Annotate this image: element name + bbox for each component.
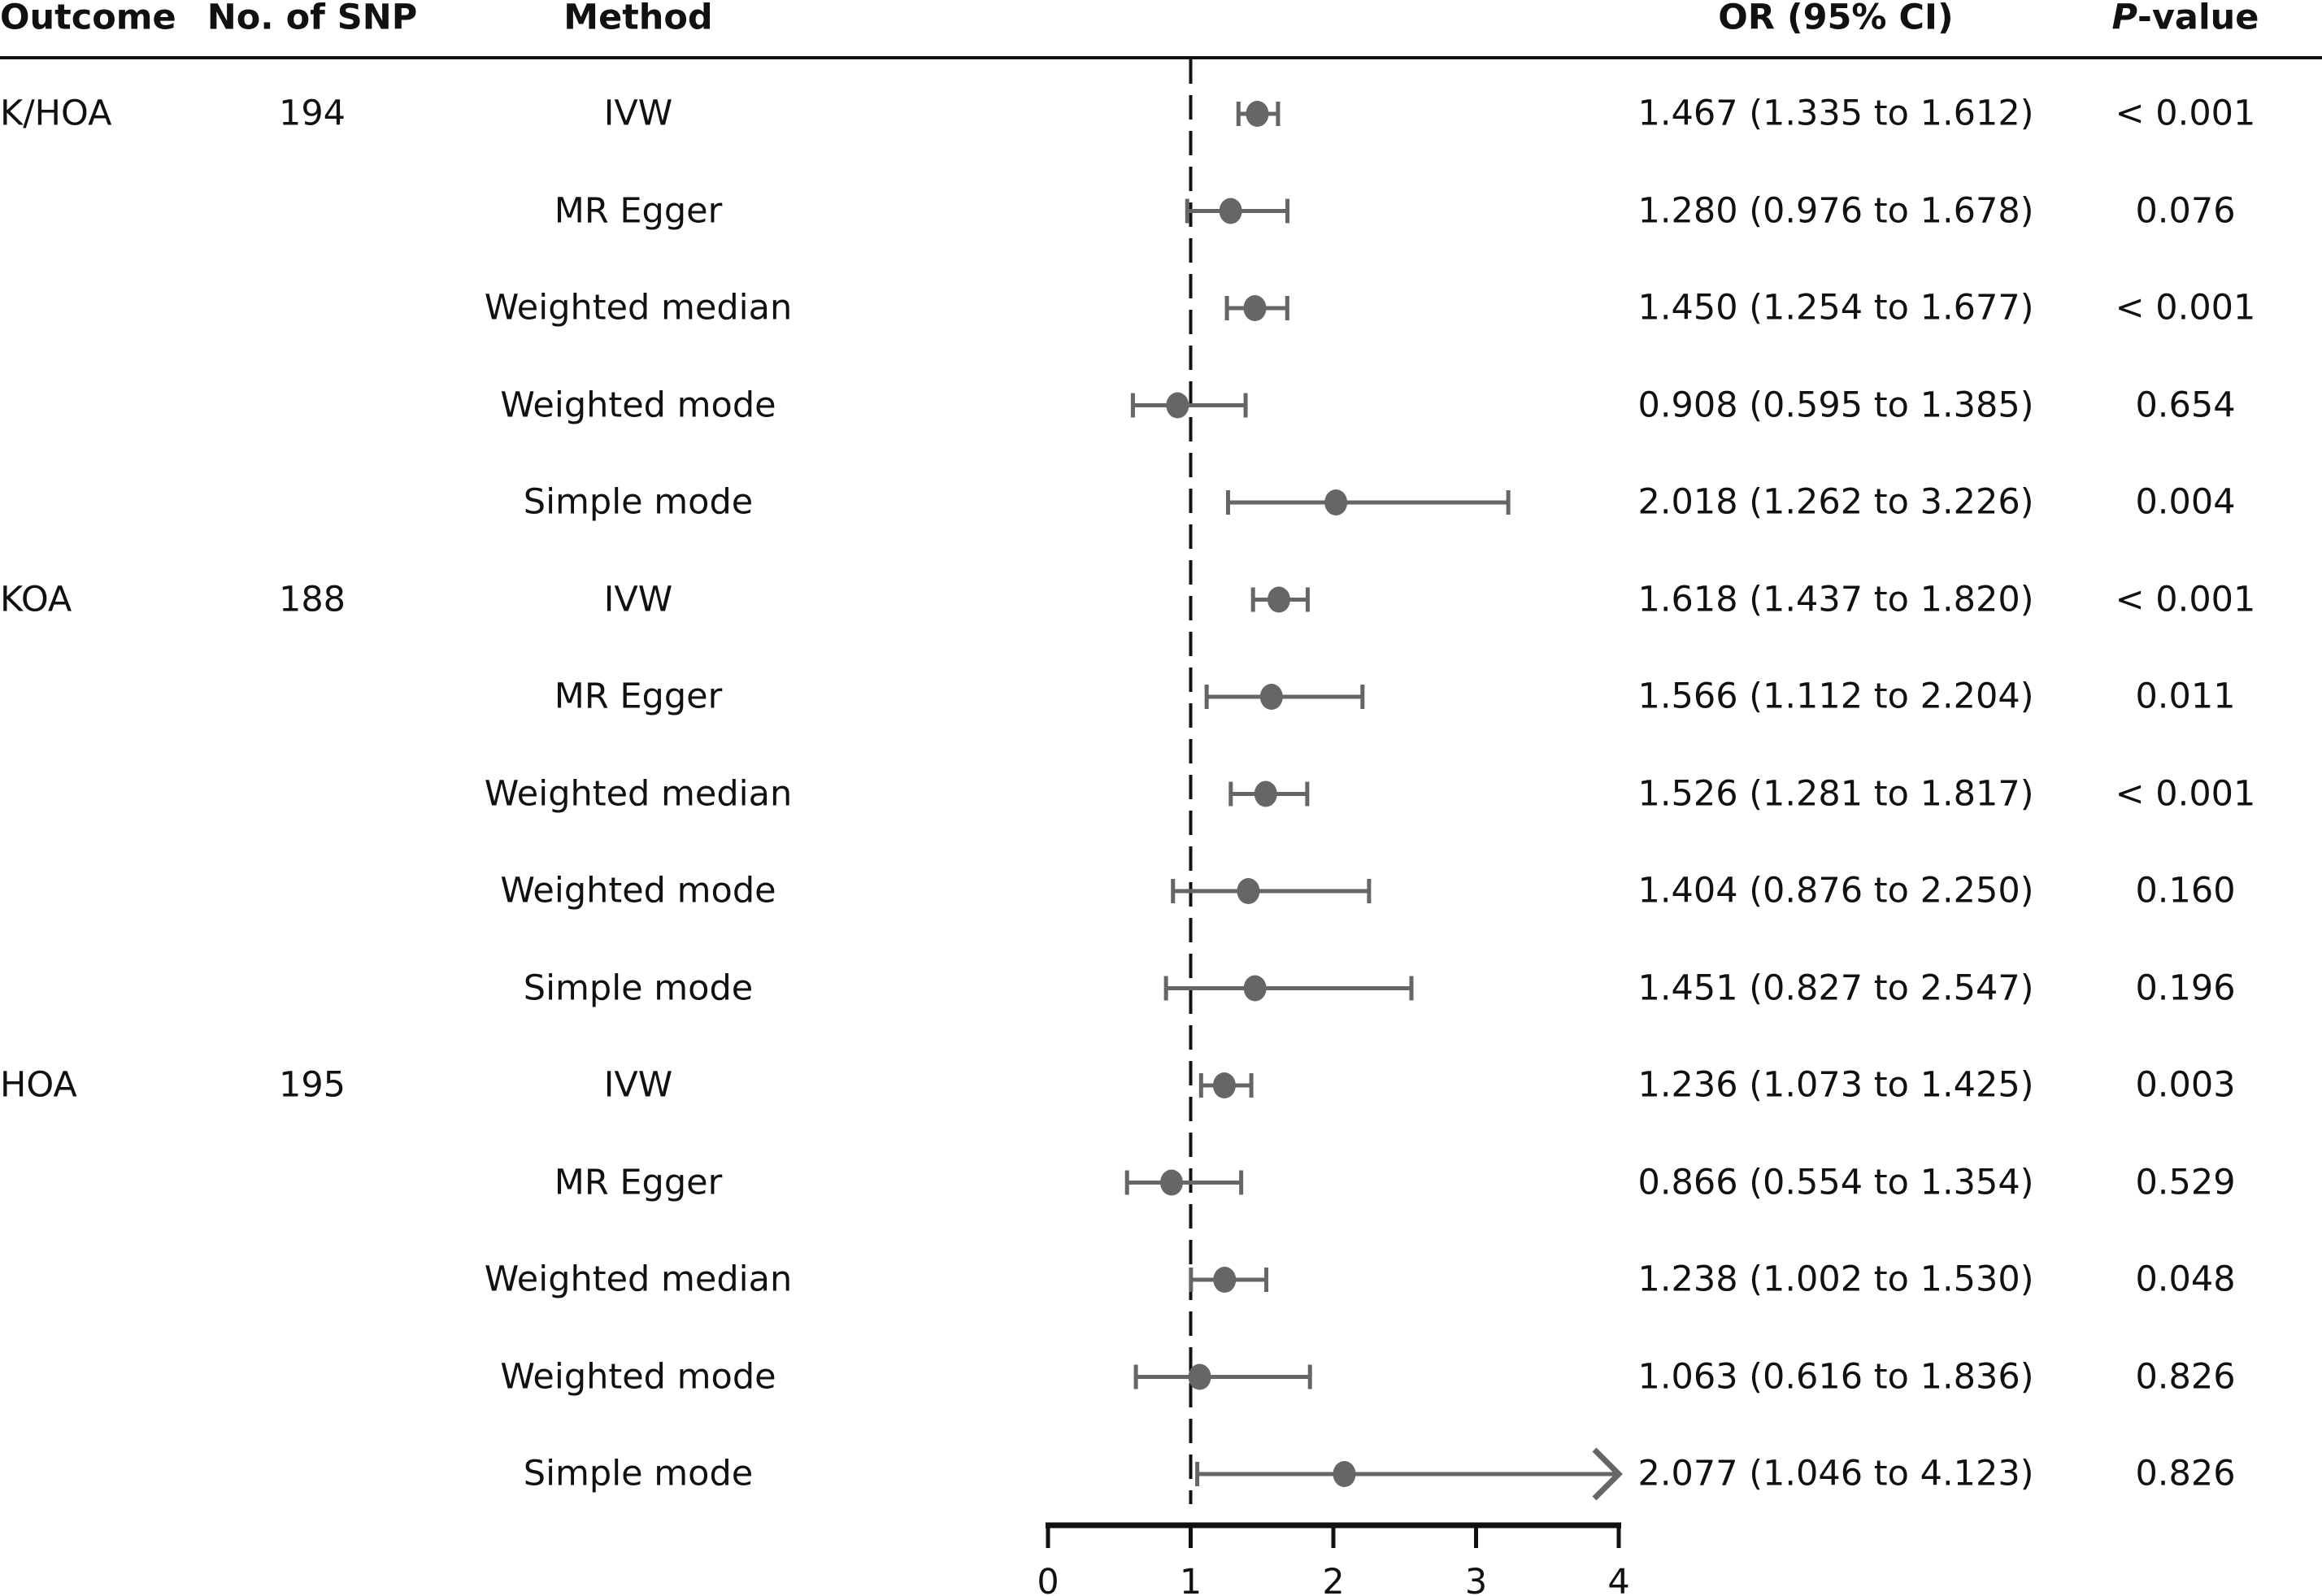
p-value: 0.826 [2135, 1453, 2236, 1494]
p-value: 0.011 [2135, 676, 2236, 717]
point-estimate [1212, 1072, 1236, 1098]
p-value: 0.529 [2135, 1162, 2236, 1202]
outcome-label: K/HOA [0, 93, 112, 134]
method-label: MR Egger [554, 676, 723, 717]
p-value: 0.003 [2135, 1064, 2236, 1106]
or-ci-text: 1.467 (1.335 to 1.612) [1637, 93, 2034, 134]
nsnp-value: 195 [278, 1064, 346, 1106]
x-tick-label: 2 [1322, 1562, 1344, 1596]
header-or: OR (95% CI) [1718, 0, 1954, 38]
x-tick-label: 0 [1037, 1562, 1059, 1596]
or-ci-text: 1.450 (1.254 to 1.677) [1637, 287, 2034, 328]
point-estimate [1259, 684, 1283, 710]
or-ci-text: 1.404 (0.876 to 2.250) [1637, 870, 2034, 911]
outcome-label: HOA [0, 1064, 77, 1106]
method-label: IVW [603, 1064, 673, 1106]
or-ci-text: 0.866 (0.554 to 1.354) [1637, 1162, 2034, 1202]
x-tick-label: 3 [1465, 1562, 1487, 1596]
point-estimate [1166, 392, 1189, 419]
p-value: < 0.001 [2115, 579, 2256, 620]
or-ci-text: 1.236 (1.073 to 1.425) [1637, 1064, 2034, 1106]
header-rule [0, 56, 2322, 59]
point-estimate [1246, 101, 1269, 127]
method-label: Weighted median [484, 773, 793, 814]
method-label: Weighted mode [500, 870, 776, 911]
method-label: Weighted median [484, 287, 793, 328]
or-ci-text: 0.908 (0.595 to 1.385) [1637, 385, 2034, 425]
point-estimate [1333, 1461, 1356, 1487]
p-value: 0.196 [2135, 968, 2236, 1008]
header-nsnp: No. of SNP [207, 0, 418, 38]
p-value: 0.076 [2135, 190, 2236, 231]
method-label: IVW [603, 93, 673, 134]
or-ci-text: 2.077 (1.046 to 4.123) [1637, 1453, 2034, 1494]
header-p-rest: -value [2137, 0, 2259, 38]
method-label: Simple mode [523, 481, 754, 523]
point-estimate [1213, 1267, 1237, 1293]
p-value: < 0.001 [2115, 93, 2256, 134]
header-outcome: Outcome [0, 0, 176, 38]
ci-arrow [1592, 1447, 1623, 1501]
method-label: Weighted mode [500, 385, 776, 425]
or-ci-text: 1.618 (1.437 to 1.820) [1637, 579, 2034, 620]
nsnp-value: 194 [278, 93, 346, 134]
point-estimate [1243, 295, 1267, 321]
p-value: 0.004 [2135, 481, 2236, 523]
p-value: < 0.001 [2115, 773, 2256, 814]
header-method: Method [563, 0, 713, 38]
point-estimate [1159, 1169, 1183, 1196]
p-value: 0.048 [2135, 1259, 2236, 1300]
or-ci-text: 1.280 (0.976 to 1.678) [1637, 190, 2034, 231]
point-estimate [1267, 586, 1290, 613]
p-value: 0.654 [2135, 385, 2236, 425]
method-label: IVW [603, 579, 673, 620]
header-p-italic: P [2111, 0, 2138, 38]
point-estimate [1188, 1363, 1211, 1390]
method-label: Weighted median [484, 1259, 793, 1300]
or-ci-text: 1.238 (1.002 to 1.530) [1637, 1259, 2034, 1300]
outcome-label: KOA [0, 579, 72, 620]
method-label: Weighted mode [500, 1356, 776, 1397]
point-estimate [1237, 878, 1260, 904]
x-tick-label: 4 [1607, 1562, 1629, 1596]
point-estimate [1324, 489, 1348, 515]
method-label: MR Egger [554, 1162, 723, 1202]
p-value: 0.160 [2135, 870, 2236, 911]
or-ci-text: 2.018 (1.262 to 3.226) [1637, 481, 2034, 523]
point-estimate [1219, 198, 1242, 224]
or-ci-text: 1.063 (0.616 to 1.836) [1637, 1356, 2034, 1397]
p-value: 0.826 [2135, 1356, 2236, 1397]
header-pvalue: P-value [2111, 0, 2259, 38]
x-tick-label: 1 [1180, 1562, 1202, 1596]
or-ci-text: 1.566 (1.112 to 2.204) [1637, 676, 2034, 717]
point-estimate [1243, 975, 1267, 1002]
method-label: Simple mode [523, 968, 754, 1008]
or-ci-text: 1.451 (0.827 to 2.547) [1637, 968, 2034, 1008]
p-value: < 0.001 [2115, 287, 2256, 328]
or-ci-text: 1.526 (1.281 to 1.817) [1637, 773, 2034, 814]
point-estimate [1254, 781, 1277, 807]
nsnp-value: 188 [278, 579, 346, 620]
method-label: Simple mode [523, 1453, 754, 1494]
method-label: MR Egger [554, 190, 723, 231]
